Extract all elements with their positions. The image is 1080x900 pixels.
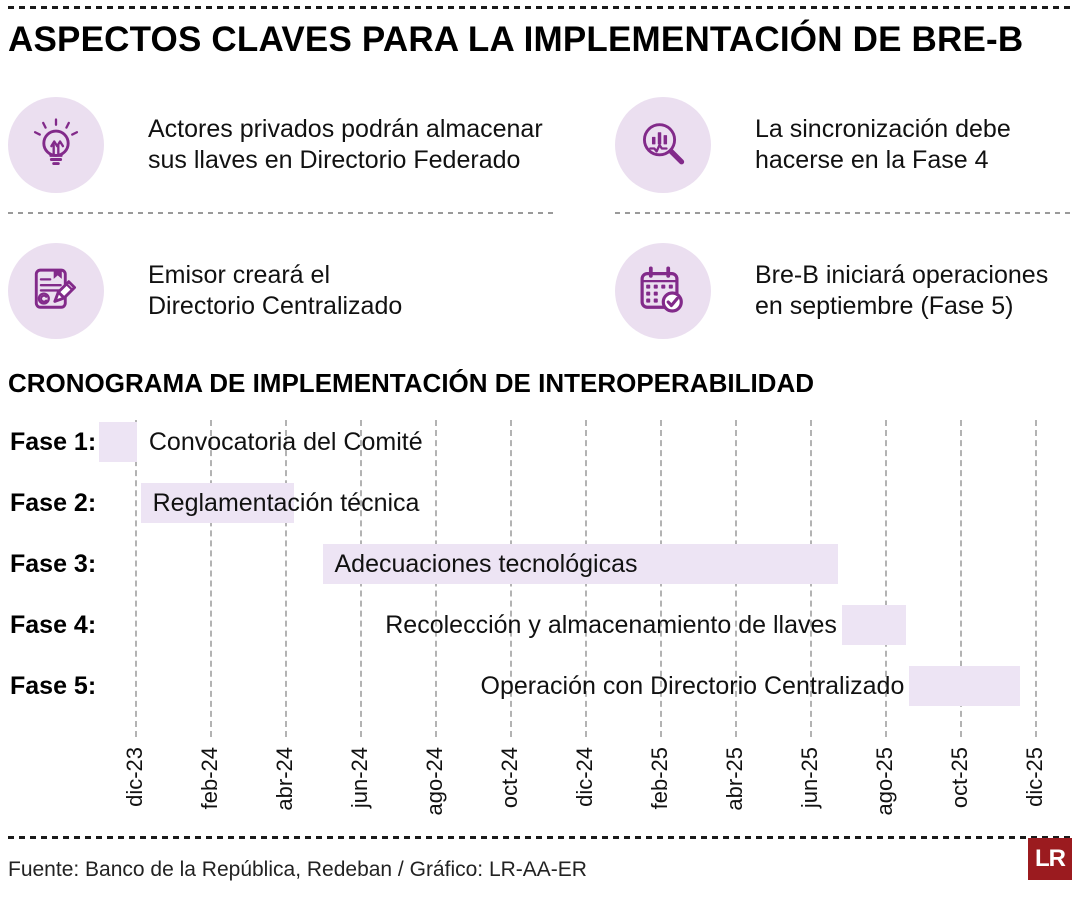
fact-text: Emisor creará el Directorio Centralizado [148,260,403,321]
gantt-bar [841,605,906,645]
fact-item: Actores privados podrán almacenar sus ll… [8,84,553,206]
gantt-chart: Fase 1: Convocatoria del Comité Fase 2: Reg… [0,420,1080,835]
fact-item: La sincronización debe hacerse en la Fas… [615,84,1072,206]
gantt-bar [99,422,137,462]
axis-tick-label: dic-25 [1022,747,1047,807]
task-label: Reglamentación técnica [152,489,420,517]
magnifier-chart-icon [615,97,711,193]
axis-tick-label: feb-24 [197,747,222,810]
fact-item: Bre-B iniciará operaciones en septiembre… [615,230,1072,352]
gantt-row: Fase 3: Adecuaciones tecnológicas [0,544,1080,584]
chart-title: CRONOGRAMA DE IMPLEMENTACIÓN DE INTEROPE… [8,368,814,398]
phase-label: Fase 2: [10,489,97,517]
phase-label: Fase 5: [10,672,97,700]
page-title: ASPECTOS CLAVES PARA LA IMPLEMENTACIÓN D… [8,20,1024,59]
axis-tick-label: abr-24 [272,747,297,811]
gridline [960,420,962,737]
axis-tick-label: jun-25 [797,747,822,809]
axis-tick-label: oct-24 [497,747,522,809]
row-divider-right [615,212,1072,214]
axis-tick-label: abr-25 [722,747,747,811]
gridline [285,420,287,737]
axis-tick-label: feb-25 [647,747,672,810]
fact-text: Actores privados podrán almacenar sus ll… [148,114,543,175]
axis-tick-label: ago-25 [872,747,897,816]
axis-tick-label: oct-25 [947,747,972,809]
gridline [885,420,887,737]
source-credit: Fuente: Banco de la República, Redeban /… [8,858,587,881]
gridline [210,420,212,737]
bottom-dashed-divider [8,836,1072,839]
task-label: Adecuaciones tecnológicas [334,550,638,578]
row-divider-left [8,212,553,214]
gantt-row: Fase 2: Reglamentación técnica [0,483,1080,523]
axis-tick-label: jun-24 [347,747,372,809]
gridline [1035,420,1037,737]
task-label: Convocatoria del Comité [148,428,423,456]
gantt-bar [322,544,839,584]
fact-text: Bre-B iniciará operaciones en septiembre… [755,260,1049,321]
gantt-row: Fase 1: Convocatoria del Comité [0,422,1080,462]
document-copyright-pencil-icon [8,243,104,339]
phase-label: Fase 3: [10,550,97,578]
task-label: Recolección y almacenamiento de llaves [385,611,837,639]
gantt-rows: Fase 1: Convocatoria del Comité Fase 2: Reg… [0,420,1080,737]
calendar-check-icon [615,243,711,339]
gantt-bar [140,483,295,523]
gantt-row: Fase 4: Recolección y almacenamiento de l… [0,605,1080,645]
x-axis-tick-labels: dic-23 feb-24 abr-24 jun-24 ago-24 oct-24 dic-… [100,745,1047,835]
task-label: Operación con Directorio Centralizado [480,672,905,700]
gantt-bar [909,666,1020,706]
key-facts: Actores privados podrán almacenar sus ll… [8,84,1072,352]
fact-item: Emisor creará el Directorio Centralizado [8,230,553,352]
top-dashed-divider [8,6,1072,9]
gridline [135,420,137,737]
axis-tick-label: dic-23 [122,747,147,807]
fact-text: La sincronización debe hacerse en la Fas… [755,114,1011,175]
lr-logo: LR [1028,838,1072,880]
axis-tick-label: ago-24 [422,747,447,816]
lightbulb-icon [8,97,104,193]
phase-label: Fase 4: [10,611,97,639]
phase-label: Fase 1: [10,428,97,456]
axis-tick-label: dic-24 [572,747,597,807]
gantt-row: Fase 5: Operación con Directorio Centrali… [0,666,1080,706]
